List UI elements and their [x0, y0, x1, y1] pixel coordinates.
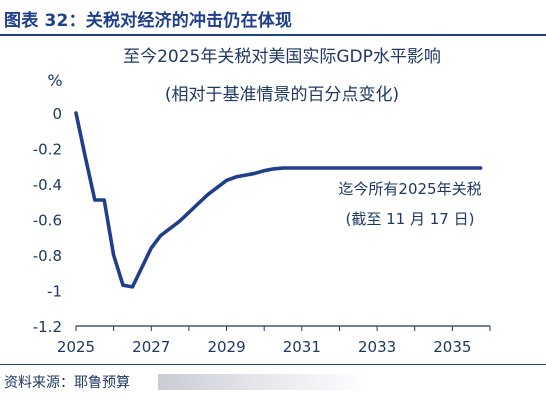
- x-tick-label: 2031: [283, 338, 321, 356]
- chart-title: 至今2025年关税对美国实际GDP水平影响: [123, 47, 441, 67]
- y-tick-label: -1: [47, 283, 62, 301]
- title-divider: [0, 34, 546, 36]
- series-annotation: 迄今所有2025年关税: [338, 180, 481, 198]
- line-chart: 至今2025年关税对美国实际GDP水平影响 (相对于基准情景的百分点变化) % …: [33, 47, 491, 356]
- y-tick-label: -0.6: [33, 212, 62, 230]
- source-note: 资料来源：耶鲁预算: [4, 375, 130, 391]
- bottom-divider: [0, 364, 546, 365]
- y-axis: 0 -0.2 -0.4 -0.6 -0.8 -1 -1.2: [33, 105, 62, 336]
- series-annotation-date: (截至 11 月 17 日): [346, 210, 475, 228]
- source-redaction: [158, 374, 368, 390]
- x-tick-label: 2035: [433, 338, 471, 356]
- x-tick-label: 2029: [207, 338, 245, 356]
- y-tick-label: 0: [52, 105, 62, 123]
- y-tick-label: -0.4: [33, 176, 62, 194]
- y-axis-unit-label: %: [47, 71, 62, 90]
- series-line: [74, 111, 483, 289]
- chart-subtitle: (相对于基准情景的百分点变化): [165, 85, 399, 105]
- x-axis: 2025 2027 2029 2031 2033 2035: [57, 325, 491, 356]
- series-layer: [74, 111, 483, 289]
- x-tick-label: 2025: [57, 338, 95, 356]
- y-tick-label: -1.2: [33, 318, 62, 336]
- x-tick-label: 2027: [132, 338, 170, 356]
- figure-title: 图表 32：关税对经济的冲击仍在体现: [4, 11, 293, 31]
- y-tick-label: -0.8: [33, 247, 62, 265]
- x-tick-label: 2033: [358, 338, 396, 356]
- y-tick-label: -0.2: [33, 141, 62, 159]
